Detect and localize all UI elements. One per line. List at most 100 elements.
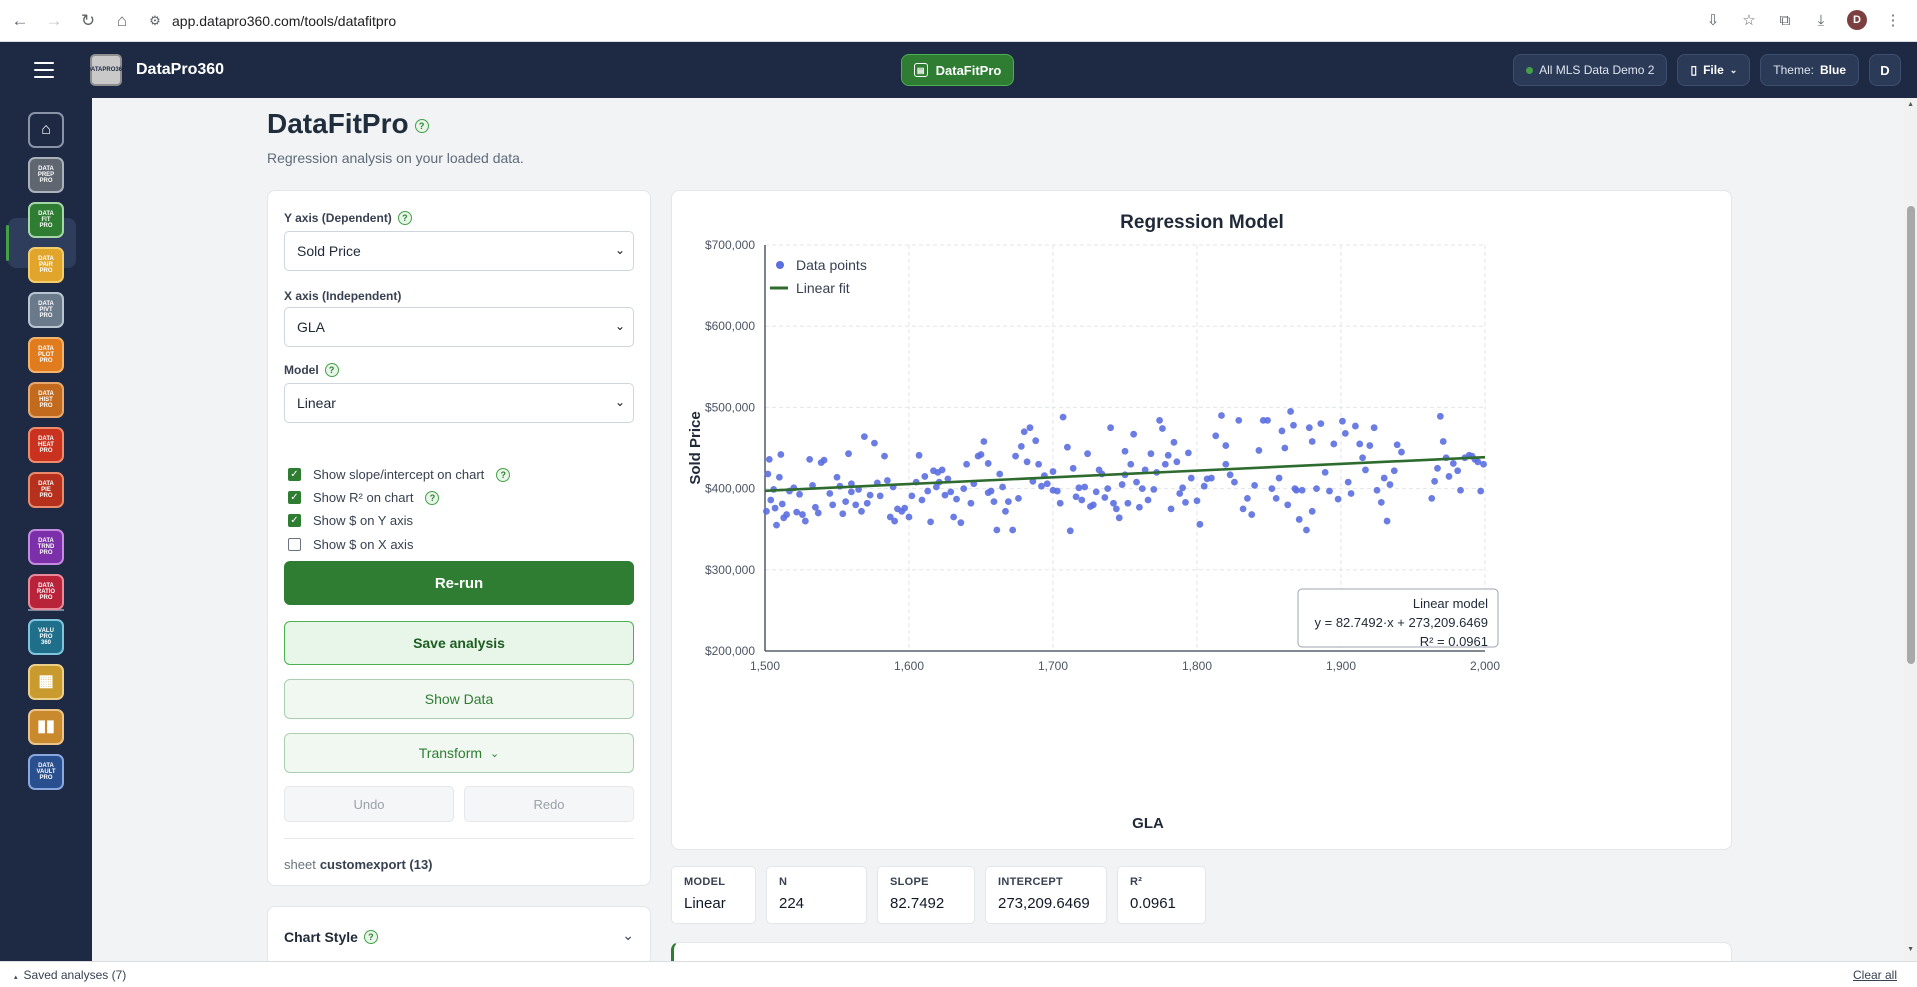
help-icon[interactable]: ?: [324, 363, 339, 377]
sidebar-item-report-grid[interactable]: ▦: [28, 664, 64, 700]
reload-icon[interactable]: ↻: [80, 10, 96, 30]
option-row[interactable]: ✓ Show R² on chart?: [288, 490, 440, 505]
back-icon[interactable]: ←: [11, 10, 29, 30]
page-subtitle: Regression analysis on your loaded data.: [267, 150, 524, 166]
active-tool-pill[interactable]: ▤ DataFitPro: [901, 54, 1014, 86]
user-avatar[interactable]: D: [1869, 54, 1901, 86]
data-point: [1272, 494, 1280, 502]
x-axis-select[interactable]: GLA ⌄: [284, 307, 634, 347]
theme-button[interactable]: Theme: Blue: [1760, 54, 1859, 86]
sidebar-item-data-pair-pro[interactable]: DATA PAIR PRO: [28, 247, 64, 283]
data-point: [1043, 480, 1051, 488]
stat-label: MODEL: [684, 876, 726, 888]
sidebar-item-data-vault-pro[interactable]: DATA VAULT PRO: [28, 754, 64, 790]
sidebar-item-data-prep-pro[interactable]: DATA PREP PRO: [28, 157, 64, 193]
sidebar-item-label: TRND: [37, 544, 55, 550]
clear-all-link[interactable]: Clear all: [1852, 968, 1897, 982]
sidebar-item-data-pie-pro[interactable]: DATA PIE PRO: [28, 472, 64, 508]
data-point: [1156, 416, 1163, 424]
help-icon[interactable]: ?: [397, 211, 412, 225]
data-point: [1366, 442, 1374, 449]
sidebar-item-data-heat-pro[interactable]: DATA HEAT PRO: [28, 427, 64, 463]
y-tick-label: $300,000: [705, 563, 755, 577]
data-point: [809, 481, 816, 489]
data-point: [1278, 427, 1286, 435]
bookmark-star-icon[interactable]: ☆: [1742, 12, 1756, 29]
sidebar-item-report-chart[interactable]: ▮▮: [28, 709, 64, 745]
page-scrollbar[interactable]: [1904, 98, 1917, 961]
help-icon[interactable]: ?: [414, 118, 429, 133]
main-content: DataFitPro? Regression analysis on your …: [92, 98, 1904, 972]
x-tick-label: 2,000: [1470, 659, 1500, 673]
chevron-down-icon[interactable]: ⌄: [622, 927, 634, 943]
scrollbar-thumb[interactable]: [1907, 206, 1915, 664]
data-point: [1059, 413, 1067, 421]
model-select[interactable]: Linear ⌄: [284, 383, 634, 423]
file-menu-button[interactable]: ▯ File ⌄: [1677, 54, 1751, 86]
hamburger-menu-icon[interactable]: [34, 62, 62, 78]
help-icon[interactable]: ?: [425, 490, 440, 505]
checkbox-checked[interactable]: ✓: [288, 468, 301, 481]
panel-divider: [284, 838, 634, 839]
data-point: [1393, 441, 1401, 449]
downloads-icon[interactable]: ⤓: [1817, 11, 1825, 29]
data-point: [1339, 417, 1346, 425]
install-app-icon[interactable]: ⇩: [1706, 12, 1720, 29]
show-data-button[interactable]: Show Data: [284, 679, 634, 719]
url-text[interactable]: app.datapro360.com/tools/datafitpro: [172, 12, 397, 29]
theme-label: Theme:: [1773, 63, 1814, 77]
y-axis-title: Sold Price: [687, 411, 704, 484]
data-point: [814, 509, 822, 517]
data-point: [1115, 514, 1123, 522]
sidebar-item-data-pivot-pro[interactable]: DATA PIVT PRO: [28, 292, 64, 328]
rerun-button[interactable]: Re-run: [284, 561, 634, 605]
chart-style-panel[interactable]: Chart Style? ⌄: [267, 906, 651, 966]
sidebar-item-data-fit-pro[interactable]: DATA FIT PRO: [28, 202, 64, 238]
address-bar[interactable]: ⚙ app.datapro360.com/tools/datafitpro: [144, 6, 1644, 36]
transform-button[interactable]: Transform ⌄: [284, 733, 634, 773]
sidebar-item-data-trend-pro[interactable]: DATA TRND PRO: [28, 529, 64, 565]
sidebar-item-data-hist-pro[interactable]: DATA HIST PRO: [28, 382, 64, 418]
checkbox-checked[interactable]: ✓: [288, 491, 301, 504]
help-icon[interactable]: ?: [496, 467, 511, 482]
option-row[interactable]: ✓ Show slope/intercept on chart?: [288, 467, 511, 482]
data-point: [1317, 420, 1325, 428]
sidebar-item-home[interactable]: ⌂: [28, 112, 64, 148]
data-point: [1084, 450, 1091, 458]
checkbox-checked[interactable]: ✓: [288, 514, 301, 527]
data-point: [1196, 520, 1204, 528]
sidebar-item-label: PRO: [39, 403, 53, 409]
save-analysis-button[interactable]: Save analysis: [284, 621, 634, 665]
dataset-selector[interactable]: All MLS Data Demo 2: [1513, 54, 1668, 86]
data-point: [934, 468, 942, 476]
scroll-down-icon[interactable]: ▼: [1907, 946, 1914, 953]
help-icon[interactable]: ?: [363, 930, 378, 944]
option-row[interactable]: Show $ on X axis: [288, 537, 413, 552]
redo-button[interactable]: Redo: [464, 786, 634, 822]
home-icon[interactable]: ⌂: [116, 10, 128, 30]
extensions-icon[interactable]: ⧉: [1779, 11, 1791, 29]
sidebar-item-valu-pro-360[interactable]: VALU PRO 360: [28, 619, 64, 655]
stat-value: Linear: [684, 895, 726, 912]
checkbox-unchecked[interactable]: [288, 538, 301, 551]
data-point: [852, 501, 860, 509]
saved-analyses-toggle[interactable]: ▴ Saved analyses (7): [14, 968, 126, 982]
data-point: [1144, 496, 1152, 504]
browser-menu-icon[interactable]: ⋮: [1885, 12, 1901, 29]
site-info-icon[interactable]: ⚙: [149, 12, 161, 28]
scroll-up-icon[interactable]: ▲: [1907, 101, 1914, 108]
undo-button[interactable]: Undo: [284, 786, 454, 822]
sidebar-item-data-ratio-pro[interactable]: DATA RATIO PRO: [28, 574, 64, 610]
y-axis-select[interactable]: Sold Price ⌄: [284, 231, 634, 271]
forward-icon[interactable]: →: [45, 10, 63, 30]
legend-label: Linear fit: [796, 280, 850, 296]
chevron-down-icon: ⌄: [614, 243, 625, 257]
data-point: [1049, 468, 1057, 475]
data-point: [1159, 425, 1166, 432]
sidebar-item-data-plot-pro[interactable]: DATA PLOT PRO: [28, 337, 64, 373]
browser-profile-button[interactable]: D: [1843, 6, 1871, 34]
model-label: Model?: [284, 363, 339, 377]
option-row[interactable]: ✓ Show $ on Y axis: [288, 513, 413, 528]
data-point: [1380, 474, 1388, 482]
data-point: [796, 490, 803, 498]
